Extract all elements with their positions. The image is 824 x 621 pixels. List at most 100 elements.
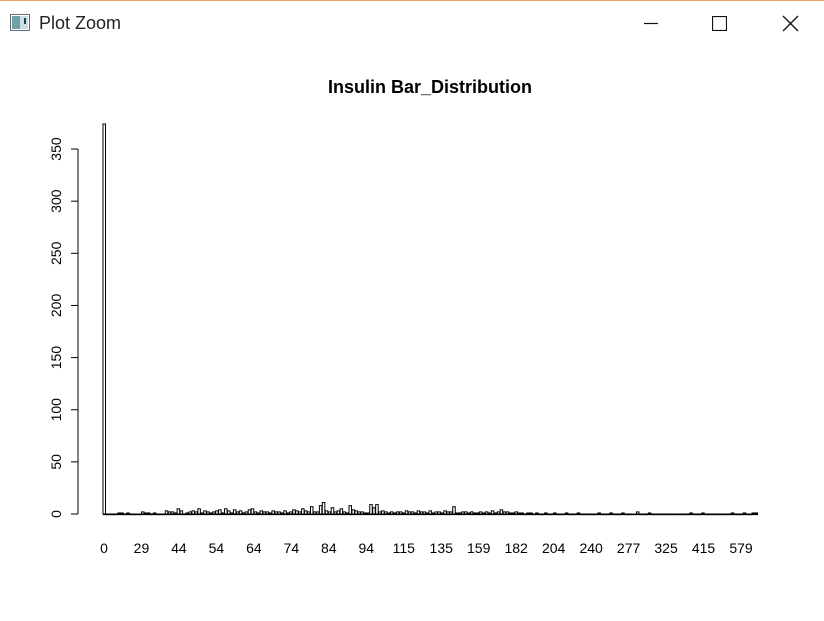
bar: [292, 509, 296, 515]
bar: [218, 509, 222, 515]
bar: [381, 510, 385, 515]
bar: [490, 510, 495, 515]
bar: [215, 510, 219, 515]
x-tick-label: 182: [504, 540, 528, 556]
bar: [206, 511, 210, 515]
bar: [247, 509, 252, 515]
x-tick-label: 115: [393, 540, 416, 556]
bar: [330, 507, 335, 515]
bar: [197, 508, 201, 515]
bar: [609, 512, 613, 515]
bar: [336, 510, 341, 515]
bar: [146, 512, 151, 515]
bar: [431, 512, 436, 515]
bar: [351, 509, 355, 515]
bar: [564, 512, 569, 515]
bar: [389, 511, 394, 515]
title-bar[interactable]: Plot Zoom: [0, 1, 824, 45]
bar: [511, 512, 516, 515]
x-tick-label: 44: [171, 540, 187, 556]
bar: [238, 510, 243, 515]
bar: [508, 512, 513, 515]
y-tick-label: 200: [48, 294, 64, 318]
x-tick-label: 159: [467, 540, 491, 556]
bar: [327, 511, 332, 515]
bar: [262, 511, 267, 515]
x-tick-label: 415: [692, 540, 716, 556]
bar: [301, 508, 305, 515]
bar: [458, 512, 462, 515]
bar: [268, 512, 272, 515]
bar: [446, 511, 450, 515]
bar: [520, 512, 524, 515]
bar: [170, 511, 175, 515]
plot-area: Insulin Bar_Distribution 0 50 100 150 200 250…: [0, 45, 824, 616]
x-tick-label: 0: [100, 540, 108, 556]
x-tick-label: 240: [579, 540, 603, 556]
bar: [467, 512, 471, 515]
x-tick-label: 64: [246, 540, 262, 556]
bar: [203, 510, 207, 515]
bar: [250, 508, 255, 515]
x-tick-label: 135: [430, 540, 454, 556]
bar: [253, 511, 258, 515]
bar: [321, 502, 326, 515]
bar: [384, 511, 388, 515]
bar: [484, 511, 489, 515]
y-tick-label: 250: [48, 241, 64, 265]
bar: [120, 512, 124, 515]
x-axis: 0 29 44 54 64 74 84 94 115 135 159 182 204 240 277 325 4…: [100, 540, 753, 556]
bar: [553, 512, 557, 515]
bar: [407, 511, 412, 515]
bar: [229, 512, 234, 515]
bar: [167, 511, 172, 515]
bar: [164, 510, 169, 515]
bar: [437, 511, 441, 515]
bar: [271, 510, 275, 515]
bar: [141, 511, 145, 515]
x-tick-label: 29: [134, 540, 150, 556]
close-button[interactable]: [767, 1, 813, 45]
bar: [425, 512, 430, 515]
bar: [357, 511, 361, 515]
bar: [502, 511, 507, 515]
x-tick-label: 74: [284, 540, 300, 556]
bar: [232, 509, 237, 515]
bar: [514, 511, 518, 515]
bar: [475, 512, 480, 515]
bar: [102, 123, 107, 515]
bar: [241, 512, 246, 515]
bar: [461, 511, 465, 515]
y-tick-label: 50: [48, 454, 64, 470]
x-tick-label: 84: [321, 540, 337, 556]
bar: [224, 508, 228, 515]
bar: [342, 511, 347, 515]
bar: [493, 512, 498, 515]
bar: [345, 512, 350, 515]
bar: [185, 512, 190, 515]
bar: [212, 511, 216, 515]
bar: [283, 510, 287, 515]
bar: [307, 511, 311, 515]
y-tick-label: 300: [48, 189, 64, 213]
bar: [434, 511, 438, 515]
bar: [387, 512, 391, 515]
bar: [395, 511, 400, 515]
maximize-button[interactable]: [696, 1, 742, 45]
bar: [499, 509, 504, 515]
bar: [274, 511, 278, 515]
bar: [324, 510, 329, 515]
bar: [339, 508, 344, 515]
x-tick-label: 94: [359, 540, 375, 556]
bar-chart: Insulin Bar_Distribution 0 50 100 150 200 250…: [48, 77, 759, 556]
bar: [244, 511, 249, 515]
y-tick-label: 0: [48, 510, 64, 518]
minimize-icon: [644, 22, 658, 25]
minimize-button[interactable]: [628, 1, 674, 45]
y-tick-label: 150: [48, 346, 64, 370]
bar: [647, 512, 652, 515]
x-tick-label: 204: [542, 540, 566, 556]
bar: [422, 511, 427, 515]
bar: [188, 511, 192, 515]
